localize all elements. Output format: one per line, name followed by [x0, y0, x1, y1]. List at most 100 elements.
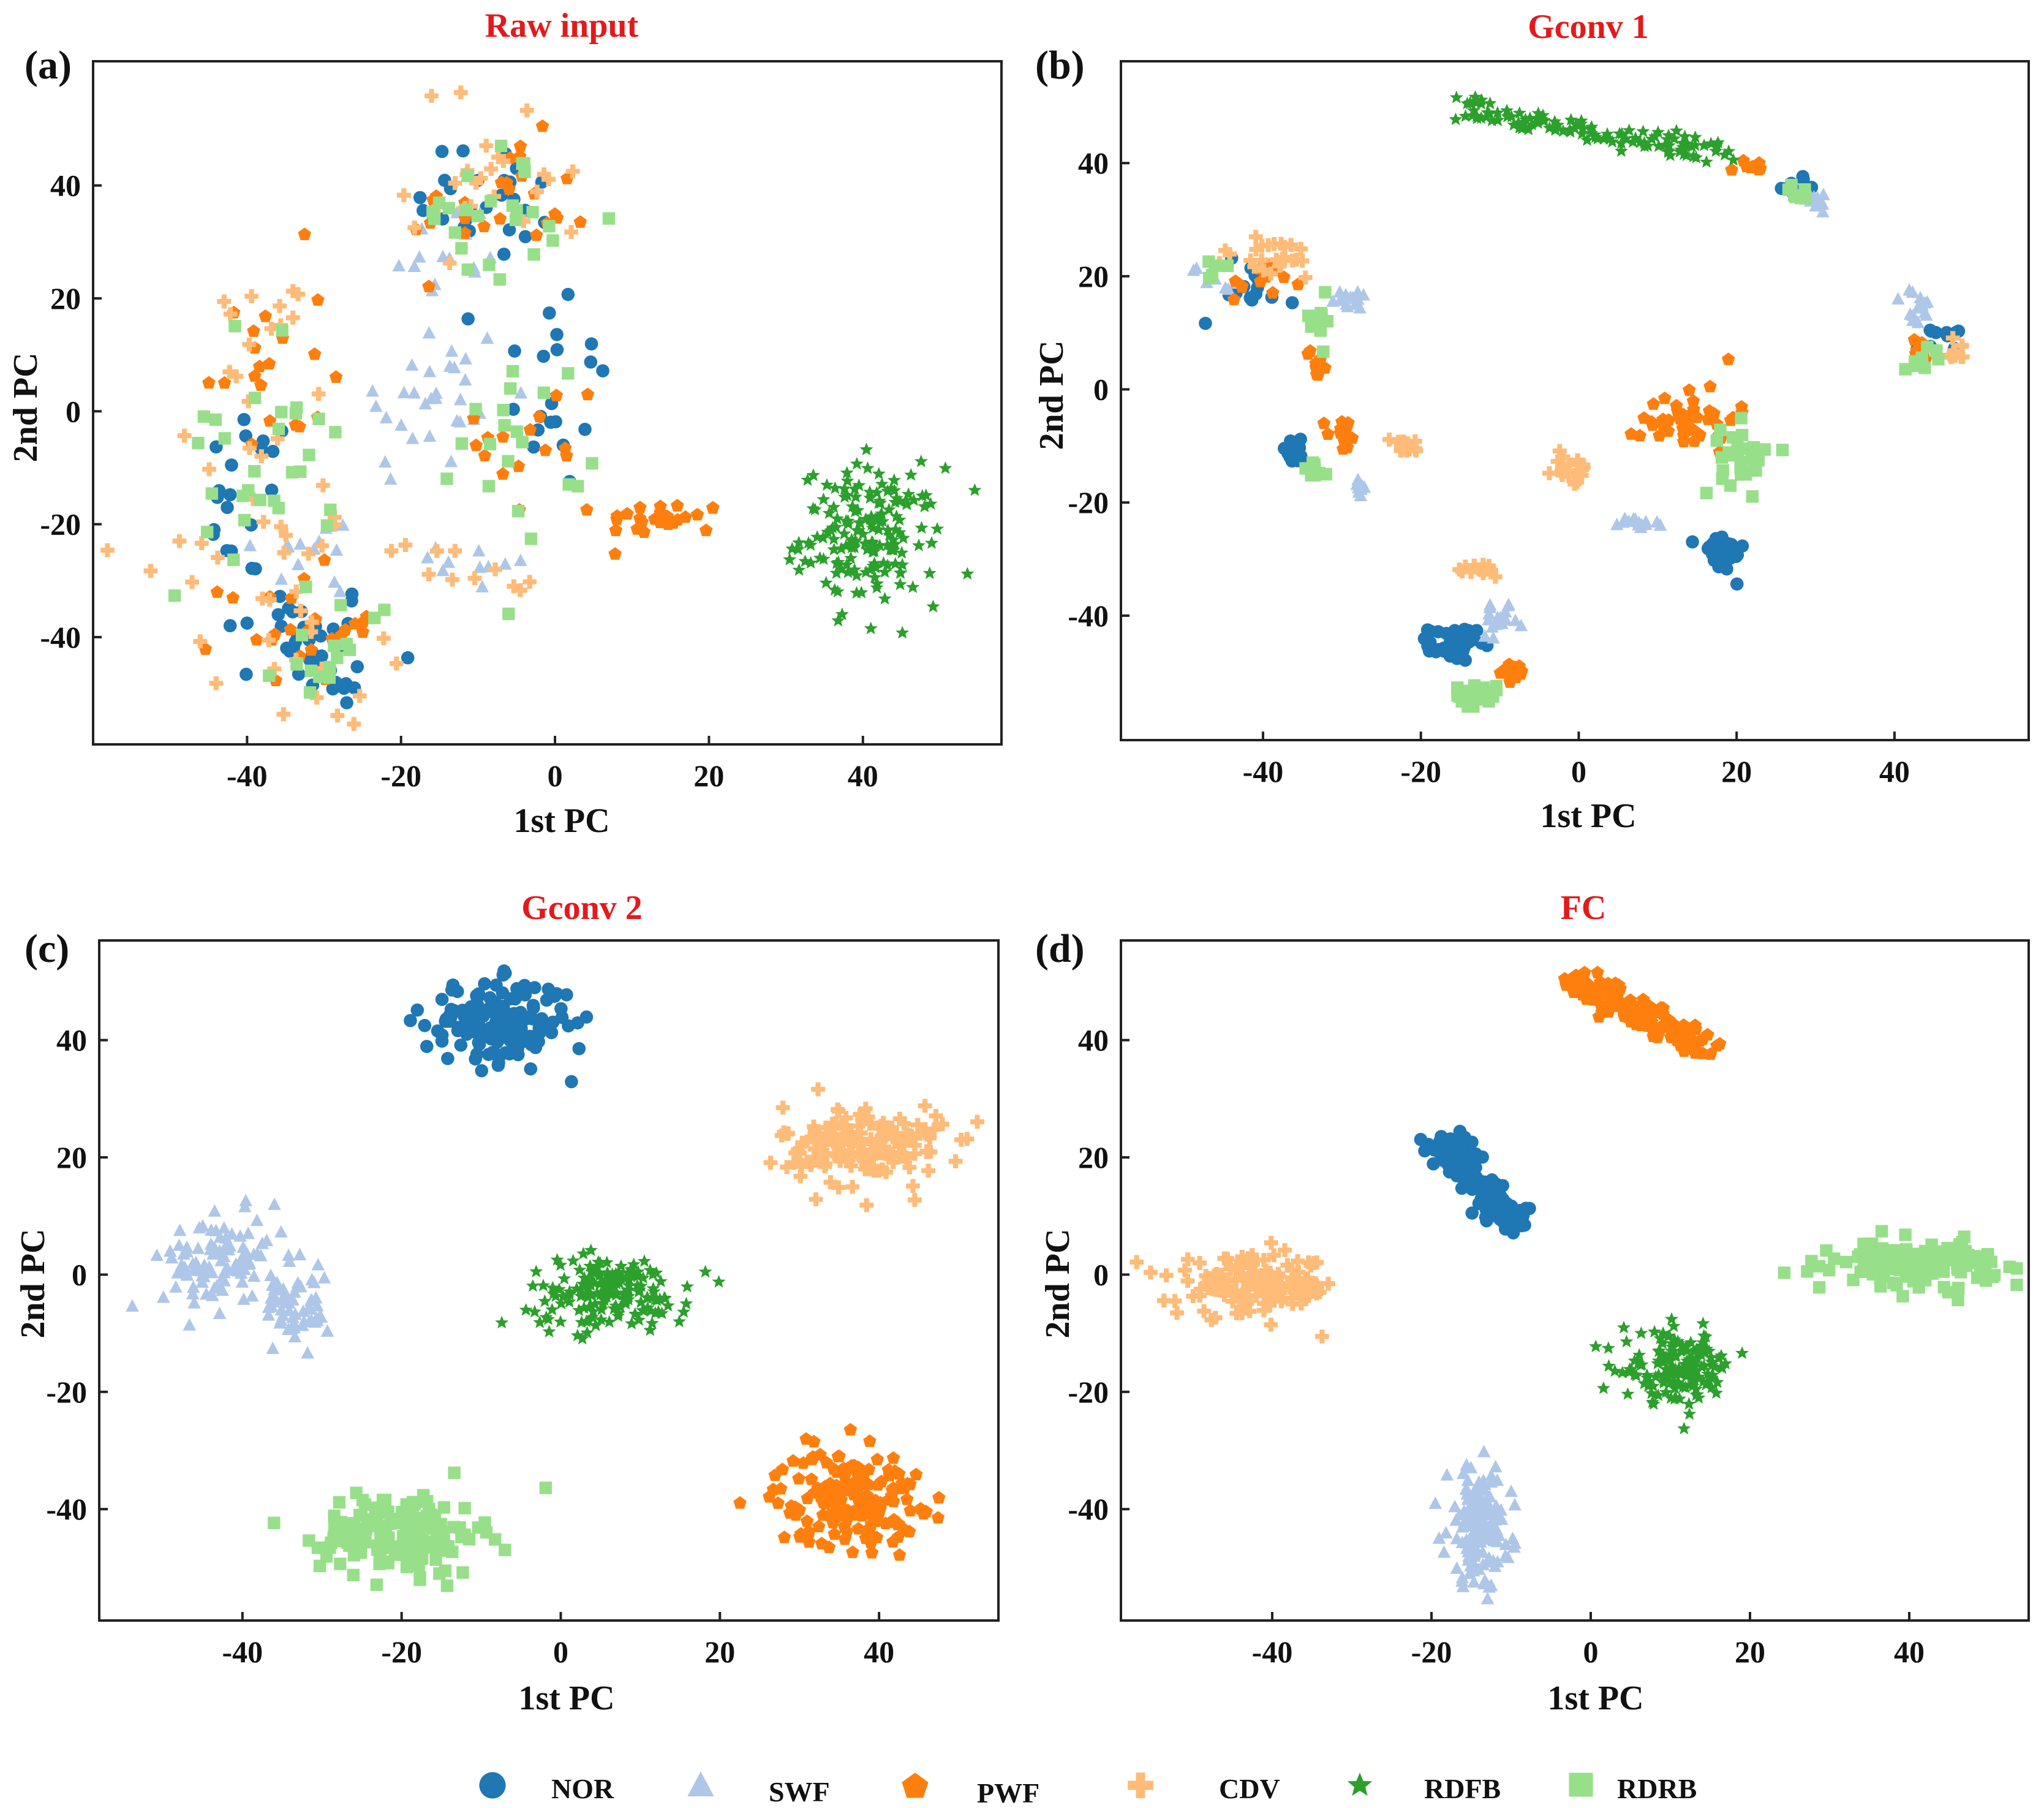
x-tick-label: 20 [1721, 754, 1752, 789]
series-rdrb [1778, 1225, 2023, 1307]
point-rdfb [527, 1304, 542, 1318]
point-cdv [793, 1169, 808, 1184]
point-rdrb [347, 1568, 360, 1581]
point-rdrb [524, 532, 538, 545]
point-rdrb [506, 199, 519, 212]
point-rdrb [371, 1513, 383, 1527]
y-axis-label: 2nd PC [7, 353, 45, 463]
point-swf [293, 1247, 307, 1261]
series-rdrb [1202, 178, 1945, 713]
x-tick-label: 40 [848, 758, 878, 793]
y-tick-label: -20 [1068, 485, 1109, 520]
point-nor [562, 1019, 575, 1033]
point-pwf [298, 227, 312, 240]
point-rdrb [1714, 423, 1727, 436]
point-rdrb [303, 448, 315, 461]
point-pwf [580, 503, 594, 516]
point-rdrb [432, 196, 446, 210]
point-swf [169, 1280, 183, 1293]
panel-title: Raw input [485, 7, 639, 45]
point-nor [1487, 1209, 1501, 1222]
point-swf [274, 572, 288, 585]
point-nor [1442, 1165, 1457, 1179]
point-cdv [217, 294, 232, 309]
point-cdv [244, 289, 259, 303]
point-rdrb [502, 607, 515, 621]
point-pwf [1624, 427, 1638, 440]
point-nor [541, 982, 556, 996]
point-rdrb [1912, 1280, 1925, 1294]
point-rdrb [510, 425, 524, 438]
plot-frame [98, 939, 1000, 1622]
point-swf [247, 1269, 261, 1282]
point-swf [405, 358, 419, 371]
x-tick-label: 20 [693, 758, 724, 793]
series-cdv [1129, 1236, 1335, 1344]
point-rdrb [1203, 271, 1216, 285]
point-rdrb [1857, 1238, 1870, 1250]
point-swf [1480, 1592, 1495, 1605]
point-nor [461, 312, 475, 326]
point-nor [1453, 1124, 1467, 1138]
point-rdfb [495, 1315, 509, 1329]
point-rdrb [331, 651, 344, 664]
point-nor [345, 587, 359, 601]
point-nor [340, 696, 353, 709]
point-nor [572, 1042, 586, 1056]
point-nor [456, 144, 470, 158]
point-cdv [285, 311, 300, 325]
point-nor [584, 337, 598, 351]
point-rdrb [1209, 259, 1221, 272]
point-pwf [800, 1514, 814, 1527]
point-pwf [846, 1545, 859, 1559]
point-rdrb [1953, 1238, 1966, 1251]
point-swf [183, 1318, 197, 1331]
point-nor [1468, 1169, 1481, 1183]
point-swf [268, 1197, 281, 1210]
point-nor [420, 1040, 434, 1053]
point-cdv [429, 543, 444, 558]
point-cdv [311, 387, 326, 401]
point-rdrb [537, 386, 551, 399]
series-cdv [763, 1082, 984, 1212]
point-pwf [573, 215, 587, 228]
point-pwf [654, 499, 667, 512]
point-rdrb [1751, 450, 1763, 464]
plot-frame [1120, 939, 2030, 1622]
point-swf [236, 1240, 250, 1254]
point-rdrb [1722, 446, 1735, 459]
point-rdrb [418, 1495, 432, 1508]
point-rdrb [1776, 444, 1789, 456]
point-cdv [421, 567, 436, 581]
point-nor [1458, 1156, 1471, 1170]
point-rdfb [859, 442, 873, 456]
point-rdrb [304, 664, 317, 678]
point-swf [422, 326, 436, 339]
y-tick-label: -20 [1068, 1375, 1109, 1409]
point-rdfb [926, 599, 940, 613]
point-rdrb [471, 210, 484, 222]
point-cdv [1264, 1317, 1278, 1332]
point-swf [444, 455, 458, 467]
point-swf [1437, 1545, 1451, 1558]
x-tick-label: -40 [1252, 1635, 1293, 1669]
legend-label: SWF [769, 1776, 830, 1807]
point-rdrb [483, 437, 497, 451]
point-rdrb [328, 639, 341, 652]
point-nor [472, 987, 486, 1000]
point-rdrb [228, 320, 241, 333]
point-pwf [1608, 976, 1623, 989]
point-cdv [396, 188, 411, 203]
point-pwf [903, 1504, 917, 1517]
point-rdrb [448, 1466, 461, 1480]
point-nor [435, 993, 449, 1007]
point-cdv [172, 534, 187, 548]
x-tick-label: -20 [381, 1635, 422, 1669]
legend-marker-pwf [902, 1772, 929, 1798]
point-rdfb [1589, 1339, 1603, 1353]
point-rdfb [827, 542, 841, 556]
point-pwf [900, 1492, 914, 1505]
point-swf [472, 543, 486, 557]
point-cdv [347, 717, 361, 732]
x-tick-label: 0 [1583, 1635, 1599, 1669]
